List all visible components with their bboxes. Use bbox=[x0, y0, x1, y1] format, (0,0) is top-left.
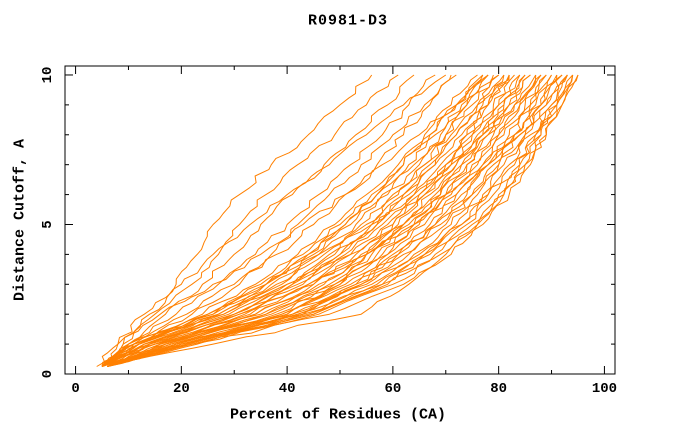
chart-title: R0981-D3 bbox=[307, 12, 389, 30]
x-tick-label: 100 bbox=[592, 381, 617, 397]
prediction-curve bbox=[107, 74, 552, 367]
x-tick-label: 0 bbox=[71, 381, 79, 397]
prediction-curve bbox=[101, 74, 489, 367]
y-tick-label: 0 bbox=[40, 370, 56, 378]
y-tick-label: 5 bbox=[40, 220, 56, 228]
prediction-curve bbox=[107, 74, 510, 367]
prediction-curve bbox=[101, 74, 415, 367]
prediction-curve bbox=[101, 74, 563, 367]
prediction-curve bbox=[107, 74, 574, 367]
prediction-curve bbox=[107, 74, 531, 367]
prediction-curve bbox=[96, 74, 373, 367]
prediction-curve bbox=[107, 74, 537, 367]
prediction-curve bbox=[101, 74, 436, 367]
prediction-curve bbox=[107, 74, 552, 367]
prediction-curve bbox=[107, 74, 457, 367]
x-tick-label: 40 bbox=[279, 381, 296, 397]
prediction-curve bbox=[107, 74, 526, 367]
prediction-curve bbox=[101, 74, 484, 367]
prediction-curve bbox=[101, 74, 452, 367]
y-tick-label: 10 bbox=[40, 67, 56, 84]
x-tick-label: 20 bbox=[173, 381, 190, 397]
prediction-curve bbox=[101, 74, 399, 367]
x-tick-label: 60 bbox=[384, 381, 401, 397]
prediction-curve bbox=[107, 74, 579, 367]
prediction-curve bbox=[101, 74, 521, 367]
prediction-curve bbox=[101, 74, 447, 367]
prediction-curve bbox=[107, 74, 574, 367]
y-axis-label: Distance Cutoff, A bbox=[11, 138, 29, 302]
prediction-curve bbox=[101, 74, 542, 367]
prediction-curve bbox=[101, 74, 489, 367]
prediction-curve bbox=[107, 74, 537, 367]
prediction-curve bbox=[101, 74, 515, 367]
prediction-curve bbox=[107, 74, 547, 367]
prediction-curve bbox=[107, 74, 542, 367]
prediction-curve bbox=[107, 74, 574, 367]
x-tick-label: 80 bbox=[490, 381, 507, 397]
prediction-curve bbox=[101, 74, 489, 367]
x-axis-label: Percent of Residues (CA) bbox=[229, 406, 447, 424]
prediction-curve bbox=[101, 74, 484, 367]
